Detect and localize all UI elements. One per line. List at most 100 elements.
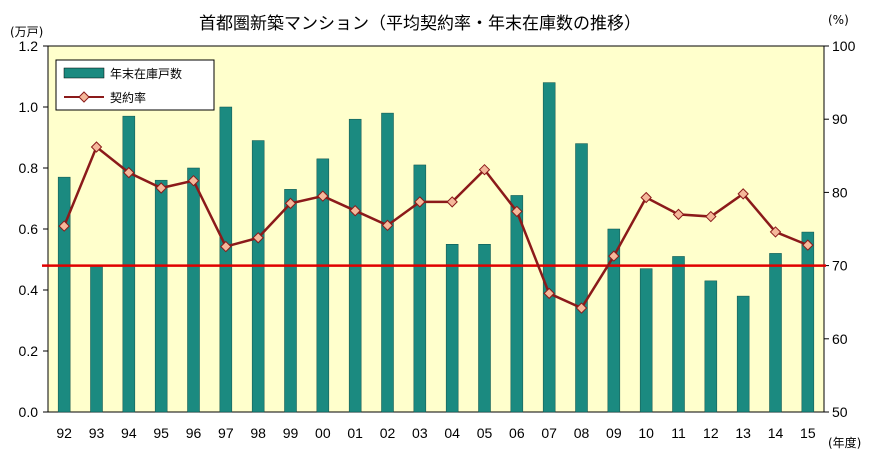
line-point [155,182,167,194]
x-tick-label: 09 [606,425,622,441]
right-tick-label: 50 [832,404,848,420]
line-point [802,239,814,251]
x-axis-unit: (年度) [828,435,861,450]
right-axis-unit: (%) [828,13,849,27]
x-tick-label: 08 [574,425,590,441]
left-tick-label: 1.0 [19,99,39,115]
line-path [63,145,809,310]
line-point [414,196,426,208]
line-point [769,226,782,238]
bar [769,253,782,413]
right-tick-label: 100 [832,38,856,54]
bar [154,179,168,413]
x-tick-label: 10 [638,425,654,441]
left-axis: 0.0 0.2 0.4 0.6 0.8 1.0 1.2 [19,38,48,420]
x-tick-label: 06 [509,425,525,441]
x-tick-label: 02 [380,425,396,441]
legend-line-marker [78,91,90,103]
left-tick-label: 0.8 [19,160,39,176]
left-tick-label: 0.2 [19,343,39,359]
x-tick-label: 97 [218,425,234,441]
bar [251,140,265,413]
left-tick-label: 1.2 [19,38,39,54]
bar [510,195,524,413]
x-tick-label: 04 [444,425,460,441]
x-tick-label: 00 [315,425,331,441]
bar [381,112,394,413]
x-tick-label: 05 [477,425,493,441]
line-point [123,166,135,179]
bar [639,268,653,413]
right-axis: 50 60 70 80 90 100 [824,38,856,420]
right-tick-label: 90 [832,111,848,127]
bar [219,106,233,413]
line-point [58,220,70,232]
bar [607,228,621,413]
bar [284,189,297,413]
right-tick-label: 60 [832,331,848,347]
left-tick-label: 0.4 [19,282,39,298]
x-axis: 92 93 94 95 96 97 98 99 00 01 02 03 04 05 06 07 08 09 10 11… [56,425,815,441]
line-point [511,205,523,218]
x-tick-label: 92 [56,425,72,441]
line-point [317,190,329,202]
line-point [737,188,749,200]
line-point [640,191,652,204]
bar [57,176,71,413]
legend: 年末在庫戸数 契約率 [55,59,215,111]
line-point [705,210,717,223]
line-point [187,174,200,187]
x-tick-label: 95 [153,425,169,441]
x-tick-label: 99 [283,425,299,441]
bar [478,244,491,413]
x-tick-label: 96 [186,425,202,441]
chart-title: 首都圏新築マンション（平均契約率・年末在庫数の推移） [199,14,641,34]
x-tick-label: 07 [541,425,557,441]
x-tick-label: 14 [768,425,784,441]
x-tick-label: 11 [671,425,686,441]
bar [736,295,750,413]
x-tick-label: 98 [250,425,266,441]
x-tick-label: 15 [800,425,816,441]
x-tick-label: 93 [89,425,105,441]
line-series [58,141,814,314]
line-point [543,287,555,300]
legend-bar-label: 年末在庫戸数 [110,66,182,81]
bar [187,167,200,413]
bar [801,231,815,413]
bar [445,244,459,413]
bar [90,265,103,413]
line-point [575,302,588,314]
line-point [672,208,685,221]
line-point [252,232,264,244]
line-point [284,197,297,210]
line-point [220,240,232,253]
left-tick-label: 0.6 [19,221,39,237]
bar [542,82,556,413]
bar-series [57,82,815,413]
x-tick-label: 13 [735,425,751,441]
line-point [446,196,458,208]
x-tick-label: 03 [412,425,428,441]
bar [122,115,136,413]
line-point [349,204,361,217]
x-tick-label: 01 [347,425,363,441]
bar [672,256,685,413]
line-point [381,219,394,232]
bar [413,164,427,413]
left-axis-unit: (万戸) [10,25,43,39]
bar [704,280,718,413]
legend-bar-swatch [63,67,105,79]
legend-line-label: 契約率 [110,90,146,105]
right-tick-label: 80 [832,184,848,200]
line-point [90,141,103,153]
x-tick-label: 12 [703,425,719,441]
x-tick-label: 94 [121,425,137,441]
line-point [478,164,491,176]
bar [316,158,330,413]
left-tick-label: 0.0 [19,404,39,420]
bar [575,143,588,413]
line-point [608,250,620,262]
right-tick-label: 70 [832,258,848,274]
